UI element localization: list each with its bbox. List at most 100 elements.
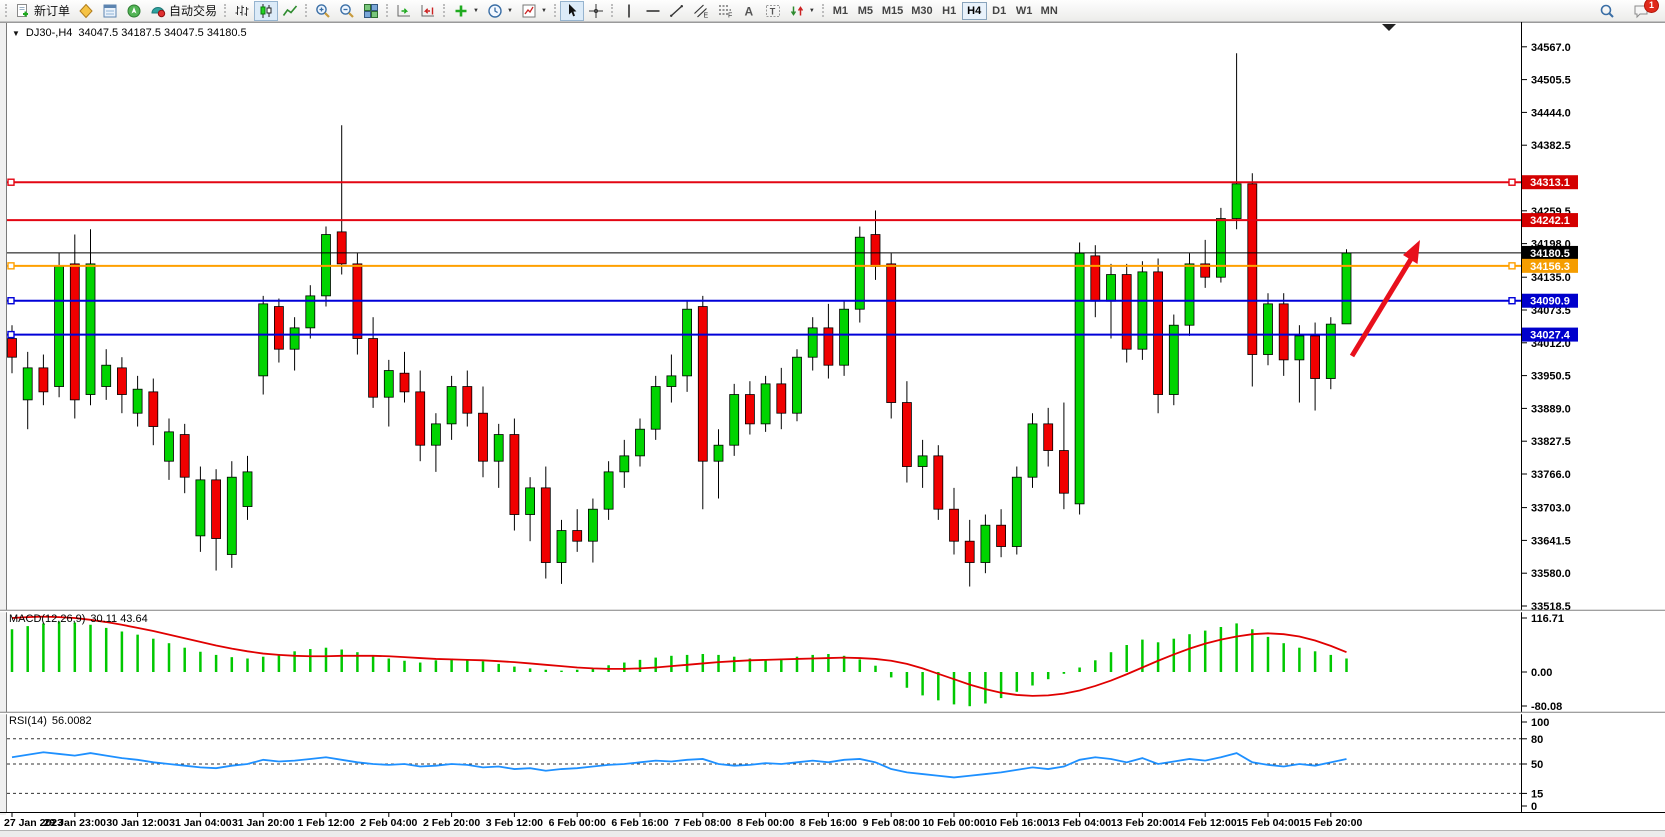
chart-shift-marker[interactable]	[1382, 24, 1396, 31]
timeframe-w1[interactable]: W1	[1012, 2, 1037, 20]
line-handle[interactable]	[7, 262, 15, 270]
auto-scroll-button[interactable]	[392, 1, 416, 21]
bearish-candle	[870, 234, 881, 267]
bullish-candle	[289, 327, 300, 350]
axis-tick-label: 80	[1531, 734, 1543, 746]
timeframe-m15[interactable]: M15	[878, 2, 907, 20]
candlestick-chart-button[interactable]	[254, 0, 279, 21]
fibonacci-icon: F	[717, 3, 733, 19]
macd-pane[interactable]: 116.71 0.00 -80.08	[10, 613, 1564, 713]
axis-tick-label: 34567.0	[1531, 42, 1571, 54]
bullish-candle	[164, 431, 174, 462]
horizontal-line-button[interactable]	[641, 1, 665, 21]
zoom-out-button[interactable]	[335, 1, 359, 21]
fibonacci-button[interactable]: F	[713, 1, 737, 21]
text-label-button[interactable]: T	[761, 1, 785, 21]
timeframe-d1[interactable]: D1	[987, 2, 1012, 20]
rsi-indicator-label: RSI(14) 56.0082	[9, 715, 92, 727]
line-handle[interactable]	[1508, 262, 1516, 270]
tile-windows-button[interactable]	[359, 1, 383, 21]
time-axis-label: 7 Feb 08:00	[674, 817, 731, 829]
time-axis-label: 10 Feb 16:00	[985, 817, 1048, 829]
main-price-pane[interactable]	[7, 53, 1352, 587]
zoom-out-icon	[339, 3, 355, 19]
market-watch-button[interactable]	[74, 1, 98, 21]
bullish-candle	[258, 303, 269, 377]
timeframe-mn[interactable]: MN	[1037, 2, 1062, 20]
text-label-icon: T	[765, 3, 781, 19]
crosshair-button[interactable]	[584, 1, 608, 21]
bearish-candle	[179, 434, 190, 478]
rsi-pane[interactable]: 100 80 50 150	[7, 717, 1549, 813]
time-axis-label: 27 Jan 2023	[4, 817, 63, 829]
rsi-title: RSI(14)	[9, 715, 47, 727]
chart-title[interactable]: ▼ DJ30-,H4 34047.5 34187.5 34047.5 34180…	[12, 27, 247, 39]
templates-button[interactable]: ▼	[517, 1, 551, 21]
timeframe-m5[interactable]: M5	[853, 2, 878, 20]
axis-tick-label: 33703.0	[1531, 503, 1571, 515]
macd-values: 30.11 43.64	[90, 613, 148, 625]
macd-title: MACD(12,26,9)	[9, 613, 86, 625]
zoom-in-button[interactable]	[311, 1, 335, 21]
bullish-candle	[242, 471, 253, 507]
timeframe-h4[interactable]: H4	[961, 1, 987, 20]
bar-chart-button[interactable]	[230, 1, 254, 21]
bearish-candle	[273, 306, 284, 350]
bearish-candle	[964, 540, 975, 563]
text-button[interactable]: A	[737, 1, 761, 21]
annotation-arrow[interactable]	[1349, 240, 1420, 358]
time-axis-label: 13 Feb 04:00	[1048, 817, 1111, 829]
line-chart-button[interactable]	[278, 1, 302, 21]
line-handle[interactable]	[7, 178, 15, 186]
price-line-label	[1522, 175, 1578, 190]
trendline-button[interactable]	[665, 1, 689, 21]
time-axis-label: 31 Jan 20:00	[232, 817, 295, 829]
bullish-candle	[446, 386, 457, 425]
line-handle[interactable]	[1508, 178, 1516, 186]
chart-dropdown-icon[interactable]: ▼	[12, 28, 20, 38]
timeframe-m1[interactable]: M1	[828, 2, 853, 20]
chat-button[interactable]: 1	[1629, 0, 1659, 21]
cursor-icon	[564, 3, 580, 19]
timeframe-h1[interactable]: H1	[937, 2, 962, 20]
line-handle[interactable]	[1508, 297, 1516, 305]
vertical-line-button[interactable]	[617, 1, 641, 21]
equidistant-channel-button[interactable]: E	[689, 1, 713, 21]
indicators-icon	[453, 3, 469, 19]
bullish-candle	[917, 455, 928, 467]
navigator-button[interactable]	[122, 1, 146, 21]
timeframe-m30[interactable]: M30	[907, 2, 936, 20]
line-handle[interactable]	[7, 297, 15, 305]
data-window-button[interactable]	[98, 1, 122, 21]
arrows-button[interactable]: ▼	[785, 1, 819, 21]
bearish-candle	[572, 530, 583, 542]
new-order-button[interactable]: 新订单	[11, 1, 74, 21]
bars-chart-icon	[234, 3, 250, 19]
line-handle[interactable]	[7, 330, 15, 339]
chart-canvas[interactable]: 116.71 0.00 -80.08 100 80 50 150 34567.0 34505.5…	[0, 22, 1665, 837]
cursor-button[interactable]	[559, 0, 584, 21]
bullish-candle	[792, 356, 802, 414]
bearish-candle	[1247, 183, 1258, 355]
auto-trading-button[interactable]: 自动交易	[146, 1, 221, 21]
chart-window: 116.71 0.00 -80.08 100 80 50 15 0 34567.0 34505.5…	[0, 22, 1665, 837]
price-line-label-text: 34242.1	[1530, 215, 1570, 227]
candles-chart-icon	[258, 3, 274, 19]
bearish-candle	[1278, 303, 1289, 361]
price-line-label-text: 34313.1	[1530, 177, 1570, 189]
bullish-candle	[1231, 183, 1242, 219]
bearish-candle	[1121, 274, 1132, 350]
bullish-candle	[1074, 252, 1085, 505]
indicators-button[interactable]: ▼	[449, 1, 483, 21]
axis-tick-label: 34505.5	[1531, 75, 1571, 87]
bearish-candle	[823, 327, 834, 366]
equidistant-channel-icon: E	[693, 3, 709, 19]
bullish-candle	[729, 394, 740, 446]
chart-shift-button[interactable]	[416, 1, 440, 21]
bullish-candle	[760, 383, 771, 425]
periods-button[interactable]: ▼	[483, 1, 517, 21]
horizontal-price-lines[interactable]	[7, 178, 1521, 339]
bearish-candle	[7, 338, 17, 358]
search-button[interactable]	[1595, 1, 1619, 21]
